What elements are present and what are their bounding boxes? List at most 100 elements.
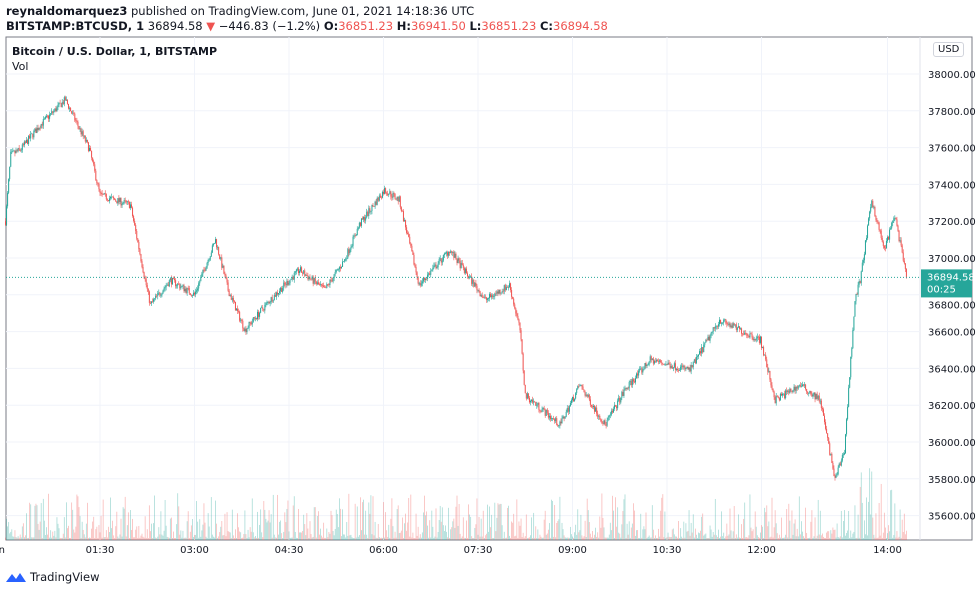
volume-bar <box>144 516 146 540</box>
volume-bar <box>108 526 109 540</box>
candle <box>484 296 486 298</box>
candle <box>618 397 620 401</box>
volume-bar <box>20 537 22 540</box>
candle <box>148 291 150 303</box>
candle <box>542 407 544 410</box>
volume-bar <box>639 537 641 540</box>
candle <box>528 397 530 403</box>
candle <box>240 319 242 321</box>
candle <box>840 460 842 466</box>
candle <box>478 289 480 292</box>
candle <box>136 230 138 239</box>
candle <box>15 150 17 154</box>
volume-bar <box>642 529 644 540</box>
candle <box>82 131 84 137</box>
candle <box>10 151 12 167</box>
volume-bar <box>129 537 130 540</box>
candle <box>463 268 465 274</box>
volume-bar <box>899 509 901 540</box>
candle <box>578 386 580 387</box>
candle <box>238 311 240 312</box>
candle <box>511 290 513 297</box>
volume-bar <box>314 507 316 540</box>
candle <box>341 266 342 269</box>
volume-bar <box>598 537 600 540</box>
footer-brand[interactable]: TradingView <box>30 570 100 584</box>
volume-bar <box>319 534 320 540</box>
volume-bar <box>185 537 187 540</box>
candle <box>412 251 414 255</box>
candle <box>397 196 399 202</box>
candle <box>117 198 119 204</box>
candle <box>201 273 203 277</box>
candle <box>679 370 681 371</box>
candle <box>502 291 504 292</box>
volume-bar <box>89 537 90 540</box>
volume-bar <box>93 516 95 540</box>
candle <box>37 127 39 130</box>
volume-bar <box>552 500 553 540</box>
volume-bar <box>728 534 730 540</box>
candle <box>32 133 34 138</box>
volume-bar <box>847 530 848 540</box>
volume-bar <box>308 538 310 540</box>
volume-bar <box>216 523 217 540</box>
candle <box>348 249 350 254</box>
candle <box>743 333 745 335</box>
candle <box>562 416 564 419</box>
volume-bar <box>213 536 214 540</box>
candle <box>612 408 614 413</box>
volume-bar <box>366 534 368 540</box>
volume-bar <box>559 496 561 540</box>
volume-bar <box>242 537 244 540</box>
volume-bar <box>484 535 486 540</box>
volume-bar <box>90 537 91 540</box>
volume-bar <box>778 534 780 540</box>
volume-bar <box>733 506 735 540</box>
volume-bar <box>402 517 403 540</box>
volume-bar <box>538 537 540 540</box>
volume-bar <box>656 537 657 540</box>
volume-bar <box>490 527 491 540</box>
volume-bar <box>294 531 296 540</box>
candle <box>901 245 903 253</box>
candle <box>794 386 796 391</box>
candle <box>842 454 844 456</box>
volume-bar <box>174 537 175 540</box>
volume-bar <box>468 504 469 540</box>
candle <box>815 393 817 400</box>
volume-bar <box>220 526 222 540</box>
volume-bar <box>320 528 321 540</box>
candle <box>888 236 890 240</box>
volume-bar <box>539 534 541 540</box>
volume-bar <box>406 530 407 540</box>
candle <box>13 150 15 152</box>
volume-bar <box>271 537 273 540</box>
candle <box>532 399 534 403</box>
candle <box>22 144 24 146</box>
candle <box>315 281 317 284</box>
candle <box>620 397 622 403</box>
candle <box>239 311 241 321</box>
candle <box>557 424 559 427</box>
candle <box>93 161 95 165</box>
candle <box>195 291 197 295</box>
candle <box>111 196 113 198</box>
volume-bar <box>555 537 557 540</box>
volume-bar <box>36 505 38 540</box>
candle <box>828 437 830 444</box>
volume-bar <box>744 502 746 540</box>
candle <box>871 200 873 208</box>
author[interactable]: reynaldomarquez3 <box>6 4 128 18</box>
currency-button[interactable]: USD <box>933 42 965 57</box>
volume-bar <box>731 537 733 540</box>
volume-bar <box>871 471 873 540</box>
candle <box>368 208 370 217</box>
volume-bar <box>659 536 661 540</box>
candle <box>269 302 271 304</box>
volume-bar <box>292 505 294 540</box>
volume-bar <box>416 535 418 540</box>
candle <box>594 405 596 412</box>
candle <box>806 389 808 392</box>
